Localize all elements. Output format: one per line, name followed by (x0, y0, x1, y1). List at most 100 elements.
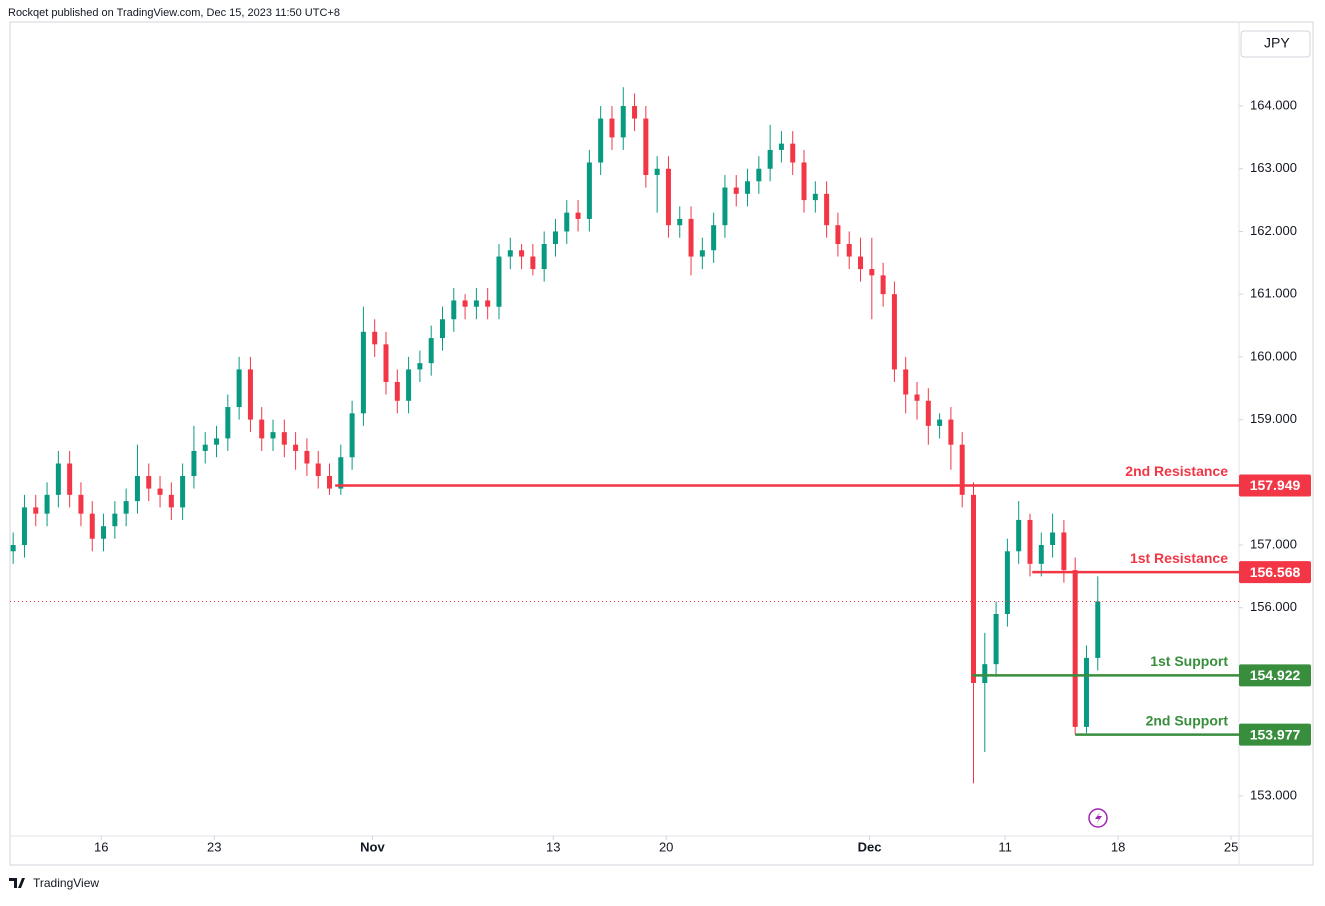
candle-body (55, 463, 61, 495)
x-tick-label: 25 (1224, 839, 1238, 854)
candle-body (677, 218, 683, 226)
candle-body (925, 400, 931, 426)
candle-body (349, 413, 355, 458)
candle-body (1027, 519, 1033, 564)
level-price-label: 153.977 (1250, 726, 1301, 742)
candle-body (778, 143, 784, 150)
candle-body (1095, 601, 1101, 658)
candle-body (496, 256, 502, 307)
y-tick-label: 153.000 (1250, 787, 1297, 802)
candle-body (123, 501, 129, 514)
candle-body (869, 269, 875, 276)
level-name: 2nd Support (1146, 712, 1229, 728)
candle-body (247, 369, 253, 420)
y-tick-label: 160.000 (1250, 348, 1297, 363)
candle-body (575, 212, 581, 219)
candle-body (880, 275, 886, 295)
y-tick-label: 157.000 (1250, 536, 1297, 551)
alert-circle[interactable] (1088, 808, 1108, 828)
candle-body (598, 118, 604, 163)
candle-body (552, 231, 558, 244)
y-tick-label: 161.000 (1250, 286, 1297, 301)
candle-body (451, 300, 457, 320)
candle-body (948, 419, 954, 445)
candle-body (225, 407, 231, 439)
candle-body (643, 118, 649, 176)
y-tick-label: 159.000 (1250, 411, 1297, 426)
alert-icon[interactable] (1088, 808, 1108, 828)
candle-body (711, 225, 717, 251)
candle-body (168, 494, 174, 508)
x-tick-label: 23 (207, 839, 221, 854)
level-name: 1st Support (1150, 653, 1228, 669)
candle-body (1038, 545, 1044, 564)
candle-body (146, 476, 152, 489)
candle-body (733, 187, 739, 194)
candle-body (180, 476, 186, 508)
candle-body (564, 212, 570, 232)
candle-body (417, 363, 423, 370)
candle-body (134, 476, 140, 502)
candle-body (338, 457, 344, 489)
y-tick-label: 156.000 (1250, 599, 1297, 614)
candle-body (937, 419, 943, 426)
currency-button[interactable] (1240, 30, 1311, 58)
level-name: 2nd Resistance (1125, 463, 1228, 479)
candle-body (372, 331, 378, 345)
candle-body (293, 444, 299, 451)
candle-body (89, 513, 95, 539)
candle-body (33, 507, 39, 514)
candle-body (846, 244, 852, 257)
level-price-label: 157.949 (1250, 477, 1301, 493)
candle-body (654, 168, 660, 176)
candle-body (982, 664, 988, 683)
level-price-label: 154.922 (1250, 667, 1301, 683)
candle-body (473, 300, 479, 307)
candle-body (78, 494, 84, 514)
alert-bolt[interactable] (1095, 812, 1102, 824)
candle-body (767, 149, 773, 169)
level-name: 1st Resistance (1130, 550, 1228, 566)
y-tick-label: 162.000 (1250, 223, 1297, 238)
candle-body (530, 256, 536, 270)
candle-body (824, 193, 830, 226)
candle-body (21, 507, 27, 546)
candle-body (281, 432, 287, 445)
candle-body (394, 381, 400, 401)
x-tick-label: 20 (659, 839, 673, 854)
candle-body (439, 319, 445, 339)
candle-body (891, 294, 897, 370)
candle-body (801, 162, 807, 201)
publish-note: Rockqet published on TradingView.com, De… (8, 7, 340, 19)
candle-body (259, 419, 265, 439)
candle-body (959, 444, 965, 495)
candle-body (383, 344, 389, 382)
candle-body (609, 118, 615, 138)
candle-body (970, 494, 976, 683)
candle-body (507, 250, 513, 257)
candle-body (236, 369, 242, 408)
candle-body (620, 106, 626, 138)
candle-body (722, 187, 728, 226)
candle-body (157, 488, 163, 495)
x-tick-label: 11 (998, 839, 1012, 854)
candle-body (1083, 657, 1089, 727)
x-tick-label: 18 (1111, 839, 1125, 854)
brand-logo (9, 878, 25, 888)
candle-body (270, 432, 276, 439)
candle-body (315, 463, 321, 477)
candle-body (1072, 570, 1078, 727)
candle-body (428, 338, 434, 364)
candle-body (688, 218, 694, 257)
candle-body (1061, 532, 1067, 571)
currency-label[interactable]: JPY (1264, 35, 1290, 51)
candle-body (756, 168, 762, 182)
candle-body (360, 331, 366, 414)
level-price-label: 156.568 (1250, 564, 1301, 580)
candle-body (665, 168, 671, 226)
candle-body (858, 256, 864, 270)
candle-body (790, 143, 796, 163)
chart-frame (9, 21, 1314, 866)
candle-body (586, 162, 592, 219)
